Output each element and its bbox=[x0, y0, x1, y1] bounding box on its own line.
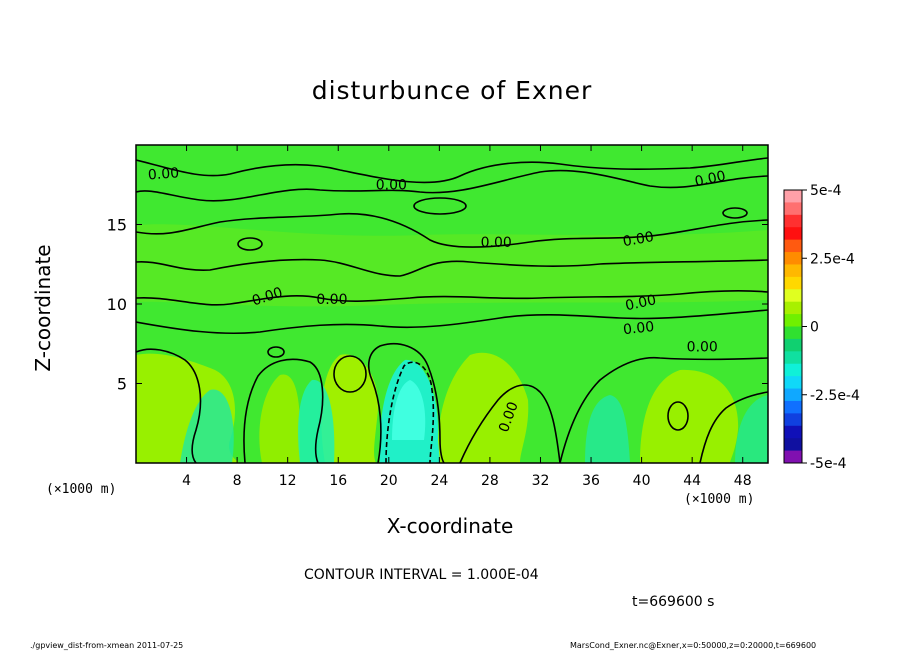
x-tick-label: 36 bbox=[582, 473, 600, 489]
contour-label: 0.00 bbox=[687, 340, 718, 356]
field-layer bbox=[136, 145, 768, 463]
contour-line-8 bbox=[243, 358, 324, 463]
contour-loop-6 bbox=[722, 207, 748, 219]
colorbar-swatch bbox=[784, 227, 802, 241]
x-tick-label: 20 bbox=[380, 473, 398, 489]
colorbar-tick-label: 2.5e-4 bbox=[810, 251, 855, 267]
time-label: t=669600 s bbox=[632, 594, 715, 610]
colorbar-swatch bbox=[784, 314, 802, 327]
contour-labels: 0.000.00 0.000.00 0.000.00 0.00 0.000.000.00… bbox=[147, 165, 727, 434]
x-unit-label-right: (×1000 m) bbox=[684, 492, 755, 507]
colorbar-swatch bbox=[784, 190, 802, 203]
x-tick-label: 40 bbox=[633, 473, 651, 489]
contour-line-6 bbox=[136, 309, 768, 335]
colorbar-tick-label: -5e-4 bbox=[810, 456, 847, 472]
contour-line-3 bbox=[136, 212, 768, 248]
contour-interval-text: CONTOUR INTERVAL = 1.000E-04 bbox=[304, 567, 539, 583]
x-axis-ticks: 4 8 12 16 20 24 28 32 36 40 44 48 bbox=[182, 145, 752, 489]
field-region-positive-right bbox=[640, 369, 739, 463]
colorbar-swatch bbox=[784, 214, 802, 228]
colorbar-swatch bbox=[784, 264, 802, 278]
contour-loop-3 bbox=[333, 355, 367, 393]
colorbar-swatch bbox=[784, 202, 802, 216]
contour-line-11 bbox=[559, 356, 768, 463]
colorbar-tick-label: 0 bbox=[810, 320, 819, 336]
footer-script-label: ./gpview_dist-from-xmean 2011-07-25 bbox=[30, 641, 184, 650]
field-region-positive-right-center bbox=[437, 352, 529, 463]
x-axis-label: X-coordinate bbox=[386, 514, 514, 538]
contour-lines bbox=[136, 157, 768, 463]
chart-title: disturbunce of Exner bbox=[311, 76, 593, 105]
field-region-positive-upper bbox=[136, 224, 768, 307]
colorbar-swatch bbox=[784, 239, 802, 253]
colorbar-swatch bbox=[784, 425, 802, 439]
field-region-negative-center-core bbox=[392, 380, 426, 440]
field-region-negative-right bbox=[585, 395, 630, 463]
y-tick-label: 15 bbox=[107, 216, 127, 235]
colorbar-swatch bbox=[784, 388, 802, 402]
contour-label: 0.00 bbox=[316, 292, 347, 308]
colorbar-swatch bbox=[784, 438, 802, 452]
colorbar-swatch bbox=[784, 301, 802, 315]
contour-label: 0.00 bbox=[622, 319, 655, 338]
contour-line-1 bbox=[136, 169, 768, 202]
x-tick-label: 32 bbox=[532, 473, 550, 489]
contour-label: 0.00 bbox=[624, 292, 658, 314]
y-tick-label: 10 bbox=[107, 295, 127, 314]
x-tick-label: 12 bbox=[279, 473, 297, 489]
colorbar-swatch bbox=[784, 252, 802, 265]
colorbar-swatch bbox=[784, 413, 802, 427]
field-region-positive-mid-left bbox=[259, 374, 300, 463]
contour-line-2 bbox=[136, 157, 768, 184]
contour-loop-4 bbox=[667, 401, 689, 431]
contour-line-4 bbox=[136, 258, 768, 277]
contour-label: 0.00 bbox=[376, 178, 407, 194]
contour-label: 0.00 bbox=[693, 168, 727, 190]
colorbar-swatch bbox=[784, 400, 802, 414]
contour-label: 0.00 bbox=[147, 165, 179, 183]
colorbar-swatch bbox=[784, 326, 802, 340]
y-axis-ticks: 5 10 15 bbox=[107, 216, 768, 394]
x-tick-label: 8 bbox=[233, 473, 242, 489]
contour-line-12 bbox=[699, 391, 768, 463]
contour-line-7 bbox=[136, 348, 202, 463]
contour-loop-2 bbox=[413, 197, 467, 215]
y-tick-label: 5 bbox=[117, 375, 127, 394]
footer-source-label: MarsCond_Exner.nc@Exner,x=0:50000,z=0:20… bbox=[570, 641, 817, 650]
colorbar: 5e-4 2.5e-4 0 -2.5e-4 -5e-4 bbox=[783, 183, 860, 472]
contour-line-dashed bbox=[385, 361, 435, 463]
x-tick-label: 4 bbox=[182, 473, 191, 489]
colorbar-swatch bbox=[784, 289, 802, 303]
x-unit-label-left: (×1000 m) bbox=[46, 482, 117, 497]
contour-line-10 bbox=[459, 384, 561, 463]
contour-label: 0.00 bbox=[622, 229, 655, 250]
colorbar-swatch bbox=[784, 338, 802, 352]
colorbar-tick-label: -2.5e-4 bbox=[810, 388, 860, 404]
colorbar-tick-label: 5e-4 bbox=[810, 183, 842, 199]
colorbar-swatch bbox=[784, 276, 802, 290]
field-region-negative-mid bbox=[298, 379, 335, 463]
contour-label: 0.00 bbox=[481, 235, 512, 251]
x-tick-label: 24 bbox=[430, 473, 448, 489]
contour-loop-1 bbox=[237, 237, 263, 251]
colorbar-swatch bbox=[784, 351, 802, 365]
x-tick-label: 44 bbox=[683, 473, 701, 489]
field-region-negative-far-right bbox=[735, 395, 768, 463]
field-region-negative-left bbox=[180, 389, 234, 463]
x-tick-label: 48 bbox=[734, 473, 752, 489]
contour-line-9 bbox=[367, 342, 445, 463]
colorbar-swatch bbox=[784, 376, 802, 390]
contour-line-5 bbox=[136, 289, 768, 306]
contour-loop-5 bbox=[267, 346, 285, 358]
colorbar-swatch bbox=[784, 363, 802, 377]
x-tick-label: 16 bbox=[329, 473, 347, 489]
x-tick-label: 28 bbox=[481, 473, 499, 489]
colorbar-swatch bbox=[784, 450, 802, 464]
